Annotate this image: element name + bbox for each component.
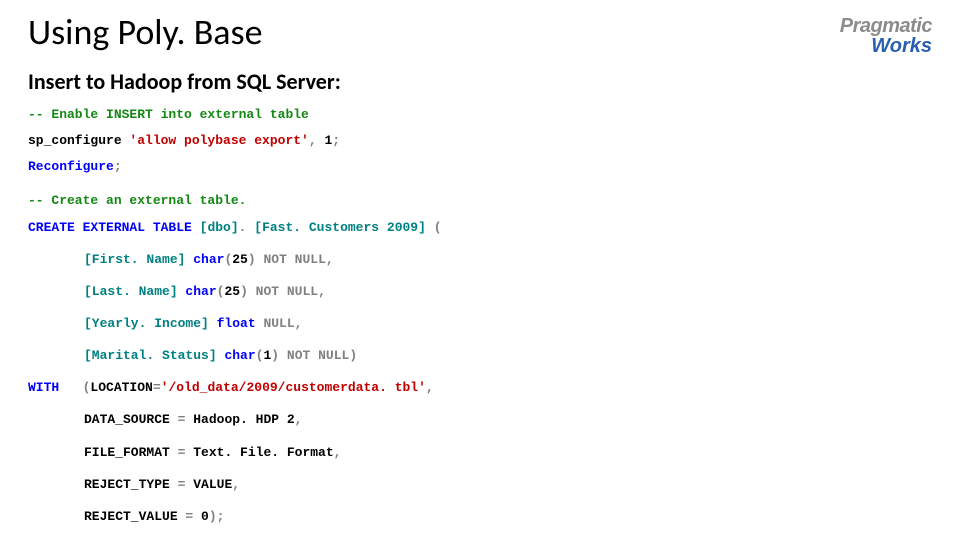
code-line: REJECT_TYPE = VALUE,	[28, 475, 932, 495]
code-text: ;	[114, 159, 122, 174]
code-block: -- Enable INSERT into external table sp_…	[28, 105, 932, 527]
code-text: 25	[232, 252, 248, 267]
sql-type: char	[193, 252, 224, 267]
sql-identifier: [Yearly. Income]	[84, 316, 217, 331]
sql-string: 'allow polybase export'	[129, 133, 308, 148]
code-text: )	[349, 348, 357, 363]
code-text: ,	[295, 316, 303, 331]
code-text: ;	[332, 133, 340, 148]
code-text: VALUE	[193, 477, 232, 492]
code-line: sp_configure 'allow polybase export', 1;	[28, 131, 932, 151]
sql-identifier: [Fast. Customers 2009]	[254, 220, 433, 235]
code-text: LOCATION	[90, 380, 152, 395]
code-text: );	[209, 509, 225, 524]
sql-keyword: NOT NULL	[287, 348, 349, 363]
code-text: 25	[224, 284, 240, 299]
code-line: -- Enable INSERT into external table	[28, 105, 932, 125]
code-text: FILE_FORMAT	[84, 445, 178, 460]
code-line: DATA_SOURCE = Hadoop. HDP 2,	[28, 410, 932, 430]
code-text: ,	[426, 380, 434, 395]
sql-keyword: NULL	[263, 316, 294, 331]
slide-title: Using Poly. Base	[28, 10, 932, 54]
code-line: [Last. Name] char(25) NOT NULL,	[28, 282, 932, 302]
sql-comment: -- Enable INSERT into external table	[28, 107, 309, 122]
code-line: CREATE EXTERNAL TABLE [dbo]. [Fast. Cust…	[28, 218, 932, 238]
sql-identifier: [dbo]	[200, 220, 239, 235]
code-text: =	[185, 509, 201, 524]
code-line: WITH (LOCATION='/old_data/2009/customerd…	[28, 378, 932, 398]
code-line: [Yearly. Income] float NULL,	[28, 314, 932, 334]
code-text: =	[153, 380, 161, 395]
slide-content: Using Poly. Base Insert to Hadoop from S…	[0, 0, 960, 543]
code-text: )	[248, 252, 264, 267]
code-line: -- Create an external table.	[28, 191, 932, 211]
code-text: )	[240, 284, 256, 299]
sql-type: char	[185, 284, 216, 299]
code-text: (	[434, 220, 442, 235]
sql-keyword: NOT NULL	[256, 284, 318, 299]
code-text: )	[271, 348, 287, 363]
code-text: =	[178, 477, 194, 492]
code-text: ,	[295, 412, 303, 427]
brand-logo: Pragmatic Works	[840, 16, 932, 56]
code-text: =	[178, 445, 194, 460]
slide-subtitle: Insert to Hadoop from SQL Server:	[28, 68, 932, 95]
logo-line1: Pragmatic	[840, 16, 932, 36]
code-text: sp_configure	[28, 133, 129, 148]
code-text: ,	[334, 445, 342, 460]
sql-keyword: CREATE EXTERNAL TABLE	[28, 220, 200, 235]
code-text: Text. File. Format	[193, 445, 333, 460]
code-text: REJECT_TYPE	[84, 477, 178, 492]
sql-type: char	[224, 348, 255, 363]
sql-keyword: Reconfigure	[28, 159, 114, 174]
sql-identifier: [Marital. Status]	[84, 348, 224, 363]
code-text: 0	[201, 509, 209, 524]
code-line: [Marital. Status] char(1) NOT NULL)	[28, 346, 932, 366]
code-text: Hadoop. HDP 2	[193, 412, 294, 427]
code-text: ,	[232, 477, 240, 492]
code-line: FILE_FORMAT = Text. File. Format,	[28, 443, 932, 463]
code-line: Reconfigure;	[28, 157, 932, 177]
sql-keyword: WITH	[28, 380, 83, 395]
code-line: [First. Name] char(25) NOT NULL,	[28, 250, 932, 270]
code-text: REJECT_VALUE	[84, 509, 185, 524]
code-text: DATA_SOURCE	[84, 412, 178, 427]
code-text: ,	[326, 252, 334, 267]
sql-keyword: NOT NULL	[263, 252, 325, 267]
sql-identifier: [Last. Name]	[84, 284, 185, 299]
code-text: ,	[309, 133, 325, 148]
code-text: =	[178, 412, 194, 427]
sql-string: '/old_data/2009/customerdata. tbl'	[161, 380, 426, 395]
code-text: .	[239, 220, 255, 235]
code-text: ,	[318, 284, 326, 299]
code-line: REJECT_VALUE = 0);	[28, 507, 932, 527]
sql-identifier: [First. Name]	[84, 252, 193, 267]
sql-comment: -- Create an external table.	[28, 193, 246, 208]
logo-line2: Works	[840, 36, 932, 56]
sql-type: float	[217, 316, 264, 331]
